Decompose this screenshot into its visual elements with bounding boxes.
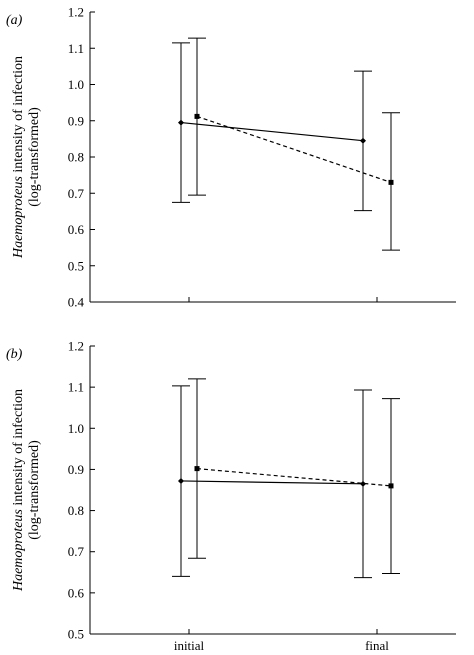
series-line-solid — [180, 480, 364, 485]
y-tick-label: 0.9 — [68, 462, 84, 477]
data-point-diamond — [178, 477, 184, 484]
data-point-diamond — [360, 137, 366, 144]
y-axis-title: Haemoproteus intensity of infection — [11, 389, 26, 592]
data-point-square — [194, 466, 200, 472]
y-tick-label: 1.1 — [68, 380, 84, 395]
y-axis-title: Haemoproteus intensity of infection — [11, 56, 26, 259]
data-point-square — [388, 483, 394, 489]
y-axis-title-italic: Haemoproteus — [11, 509, 26, 592]
y-axis-title-rest: intensity of infection — [11, 389, 26, 509]
y-axis-title-rest: intensity of infection — [11, 56, 26, 176]
y-axis-title-line2: (log-transformed) — [27, 440, 42, 540]
series-line-dashed — [196, 468, 392, 487]
x-tick-label: final — [365, 638, 389, 653]
y-axis-title-italic: Haemoproteus — [11, 176, 26, 259]
y-tick-label: 0.7 — [68, 544, 85, 559]
y-tick-label: 0.5 — [68, 627, 84, 642]
chart-panel-a: 0.4 0.5 0.6 0.7 0.8 0.9 1.0 1.1 1.2 (a) Haemoprote… — [6, 5, 456, 310]
data-point-square — [194, 113, 200, 119]
y-axis-title-line2: (log-transformed) — [27, 107, 42, 207]
series-line-solid — [180, 121, 364, 142]
y-tick-label: 0.9 — [68, 113, 84, 128]
y-tick-label: 0.8 — [68, 503, 84, 518]
chart-panel-b: 0.5 0.6 0.7 0.8 0.9 1.0 1.1 1.2 initial final (b) H… — [6, 339, 456, 653]
y-tick-label: 1.2 — [68, 339, 84, 354]
panel-label: (a) — [6, 13, 23, 28]
data-point-diamond — [178, 119, 184, 126]
y-tick-label: 0.7 — [68, 186, 85, 201]
y-tick-label: 1.2 — [68, 5, 84, 20]
y-tick-label: 1.0 — [68, 77, 84, 92]
y-tick-label: 0.6 — [68, 585, 85, 600]
data-point-square — [388, 179, 394, 185]
data-point-diamond — [360, 480, 366, 487]
x-tick-label: initial — [174, 638, 205, 653]
y-tick-label: 0.5 — [68, 258, 84, 273]
series-line-dashed — [196, 115, 392, 183]
y-tick-label: 0.6 — [68, 222, 85, 237]
y-tick-label: 1.1 — [68, 41, 84, 56]
y-tick-label: 0.4 — [68, 295, 85, 310]
y-tick-label: 1.0 — [68, 421, 84, 436]
y-tick-label: 0.8 — [68, 150, 84, 165]
panel-label: (b) — [6, 347, 23, 362]
